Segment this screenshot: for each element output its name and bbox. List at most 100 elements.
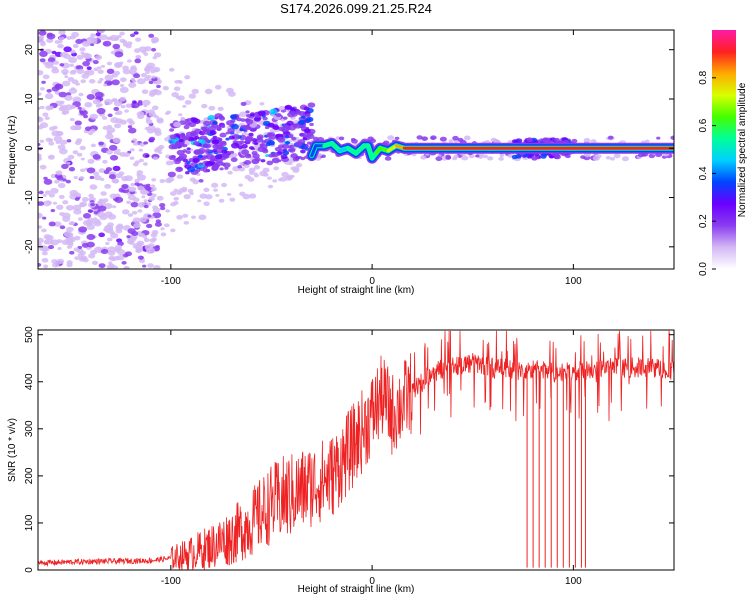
spectrogram-cell bbox=[72, 96, 82, 103]
spectrogram-cell bbox=[198, 162, 204, 166]
spectrogram-cell bbox=[127, 125, 133, 129]
spectrogram-cell bbox=[51, 50, 57, 55]
spectrogram-cell bbox=[112, 178, 120, 184]
spectrogram-cell bbox=[102, 126, 108, 130]
spectrogram-cell bbox=[108, 266, 115, 269]
spectrogram-cell bbox=[38, 37, 44, 43]
spectrogram-cell bbox=[214, 84, 222, 90]
spectrogram-cell bbox=[76, 152, 83, 157]
spectrogram-cell bbox=[100, 248, 109, 255]
spectrogram-cell bbox=[228, 135, 235, 140]
spectrogram-cell bbox=[648, 153, 656, 159]
spectrogram-cell bbox=[58, 194, 65, 199]
spectrogram-cell bbox=[69, 117, 75, 122]
snr-y-ticks: 0 100 200 300 400 500 bbox=[24, 326, 674, 573]
spectrogram-cell bbox=[269, 132, 276, 137]
spectrogram-cell bbox=[153, 52, 162, 58]
spectrogram-cell bbox=[498, 156, 504, 161]
spectrogram-cell bbox=[131, 231, 139, 237]
spectrogram-cell bbox=[134, 58, 142, 64]
spectrogram-cell bbox=[44, 116, 50, 120]
spectrogram-cell bbox=[253, 116, 261, 122]
spectrogram-cell bbox=[273, 166, 280, 171]
spectrogram-cell bbox=[134, 37, 142, 42]
spectrogram-cell bbox=[152, 66, 161, 73]
spectrogram-cell bbox=[66, 139, 72, 143]
spectrogram-cell bbox=[151, 184, 156, 188]
spectrogram-cell bbox=[197, 154, 203, 159]
spectrogram-cell bbox=[156, 195, 164, 201]
spectrogram-cell bbox=[230, 157, 238, 163]
spectrogram-cell bbox=[248, 167, 256, 173]
spectrogram-cell bbox=[164, 223, 170, 228]
spectrogram-cell bbox=[267, 176, 272, 180]
y-tick-label: 300 bbox=[24, 420, 35, 437]
x-tick-label: -100 bbox=[161, 576, 181, 587]
spectrogram-cell bbox=[303, 128, 311, 134]
spectrogram-cell bbox=[74, 235, 81, 241]
y-tick-label: 0 bbox=[24, 145, 35, 151]
spectrogram-cell bbox=[147, 214, 152, 218]
spectrogram-cell bbox=[136, 111, 145, 117]
spectrogram-cell bbox=[104, 183, 112, 189]
spectrogram-cell bbox=[41, 228, 47, 233]
spectrogram-cell bbox=[202, 168, 209, 173]
spectrogram-cell bbox=[590, 139, 597, 144]
spectrogram-cell bbox=[271, 154, 276, 158]
spectrogram-cell bbox=[75, 38, 83, 45]
spectrogram-cell bbox=[238, 183, 243, 187]
spectrogram-cell bbox=[87, 158, 95, 164]
spectrogram-cell bbox=[138, 158, 145, 163]
spectrogram-cell bbox=[51, 259, 58, 264]
spectrogram-cell bbox=[89, 175, 95, 180]
spectrogram-cell bbox=[420, 155, 427, 160]
spectrogram-cell bbox=[267, 122, 275, 128]
spectrogram-cell bbox=[38, 116, 44, 123]
spectrogram-cell bbox=[185, 171, 190, 175]
ridge-segment bbox=[386, 144, 398, 153]
spectrogram-cell bbox=[89, 184, 98, 190]
spectrogram-cell bbox=[48, 193, 55, 198]
ridge-segment bbox=[346, 146, 358, 155]
spectrogram-cell bbox=[107, 113, 113, 118]
spectrogram-cell bbox=[87, 209, 93, 213]
spectrogram-cell bbox=[92, 37, 98, 42]
spectrogram-cell bbox=[46, 33, 56, 40]
spectrogram-cell bbox=[69, 221, 76, 225]
spectrogram-cell bbox=[47, 105, 54, 110]
spectrogram-cell bbox=[256, 134, 264, 140]
spectrogram-cell bbox=[101, 116, 108, 120]
spectrogram-cell bbox=[194, 135, 200, 140]
spectrogram-cell bbox=[59, 139, 68, 145]
spectrogram-cell bbox=[63, 46, 72, 53]
spectrogram-cell bbox=[184, 120, 192, 126]
spectrogram-cell bbox=[141, 195, 146, 199]
spectrogram-cell bbox=[38, 212, 43, 219]
spectrogram-cell bbox=[160, 206, 166, 211]
spectrogram-cell bbox=[475, 154, 480, 158]
spectrogram-cell bbox=[295, 141, 303, 147]
spectrogram-cell bbox=[106, 237, 113, 242]
spectrogram-cell bbox=[148, 80, 154, 85]
spectrogram-cell bbox=[306, 141, 312, 145]
spectrogram-cell bbox=[112, 137, 121, 144]
spectrogram-cell bbox=[267, 184, 274, 189]
spectrogram-cell bbox=[203, 187, 210, 193]
snr-frame bbox=[37, 329, 675, 571]
spectrogram-cell bbox=[56, 258, 65, 264]
spectrogram-cell bbox=[170, 155, 176, 159]
spectrogram-cell bbox=[149, 186, 157, 192]
spectrogram-cell bbox=[86, 167, 96, 174]
spectrogram-cell bbox=[48, 138, 54, 142]
spectrogram-cell bbox=[86, 94, 96, 100]
spectrogram-cell bbox=[142, 99, 151, 106]
spectrogram-cell bbox=[153, 156, 159, 161]
spectrogram-cell bbox=[98, 30, 106, 34]
spectrogram-cell bbox=[58, 30, 66, 35]
spectrogram-cell bbox=[116, 223, 124, 229]
colorbar-gradient bbox=[712, 30, 736, 269]
spectrogram-cell bbox=[259, 102, 265, 106]
spectrogram-cell bbox=[165, 110, 172, 115]
spectrogram-cell bbox=[300, 156, 306, 161]
